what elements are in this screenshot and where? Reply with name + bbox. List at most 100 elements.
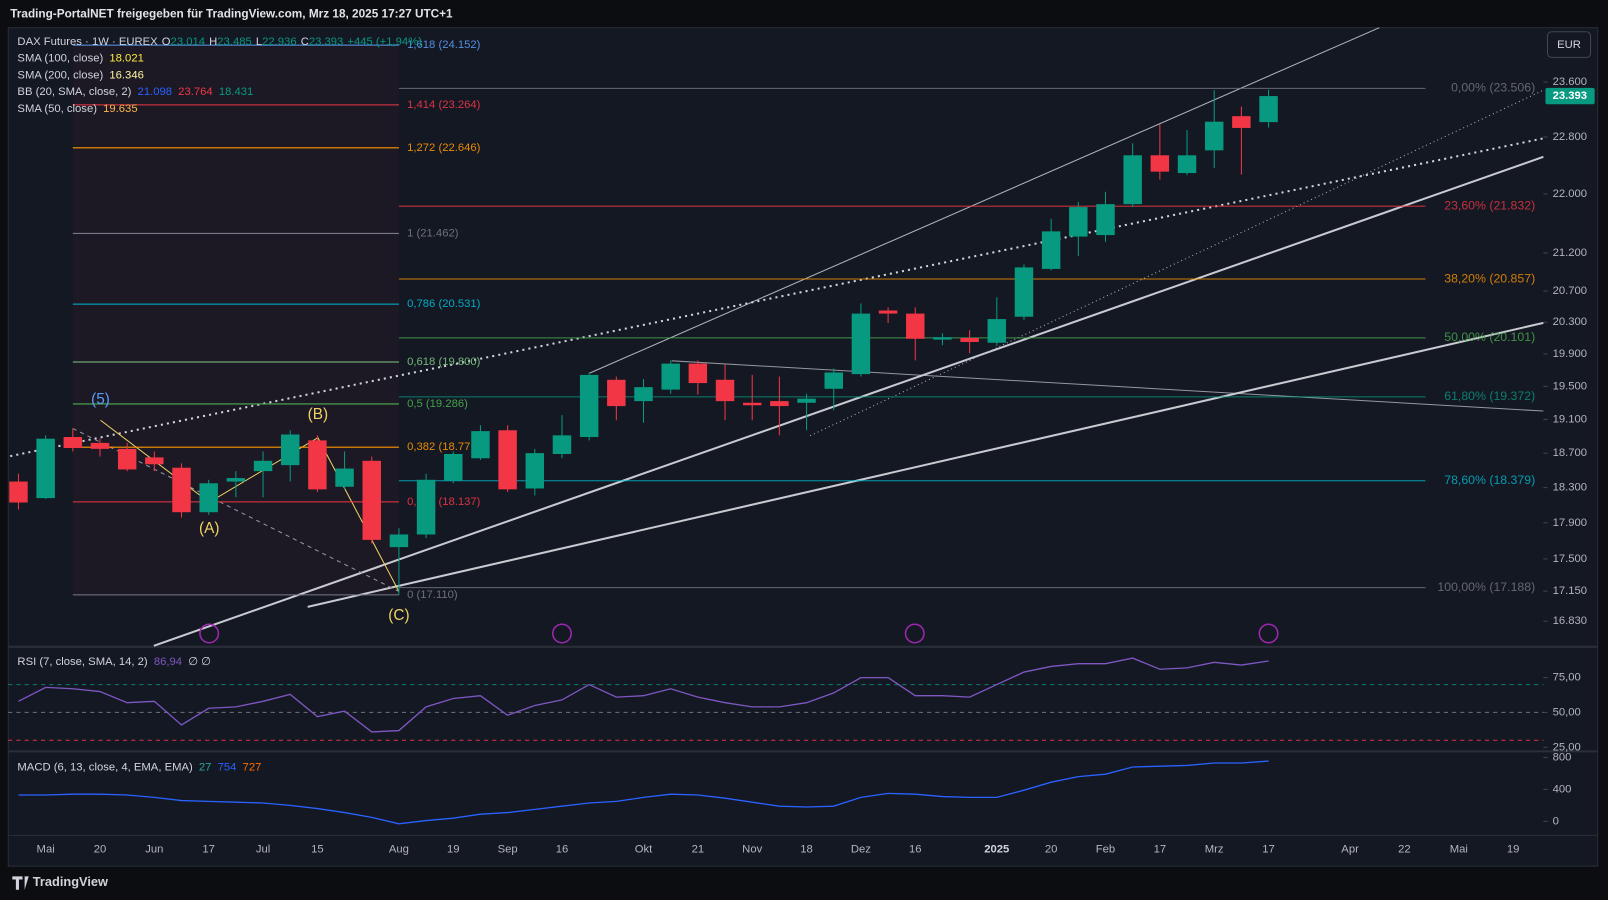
- candle-body: [552, 435, 572, 454]
- candle-body: [878, 310, 898, 314]
- y-tick-label: 20.700: [1553, 285, 1587, 297]
- pane-title: MACD (6, 13, close, 4, EMA, EMA): [17, 762, 193, 774]
- candle-body: [688, 363, 708, 384]
- currency-button[interactable]: [1546, 31, 1592, 58]
- x-tick-label: 17: [202, 844, 215, 856]
- candle-body: [145, 457, 164, 465]
- indicator-name: SMA (200, close): [17, 69, 103, 81]
- fib-label: 0,786 (20.531): [407, 298, 481, 310]
- x-tick-label: 16: [556, 844, 569, 856]
- candle-body: [444, 453, 463, 481]
- change-label: +445 (+1,94%): [347, 36, 422, 48]
- ohlc-value: 23.014: [171, 36, 205, 48]
- candle-body: [117, 448, 137, 470]
- ohlc-key: O: [162, 36, 171, 48]
- x-tick-label: 20: [94, 844, 107, 856]
- candle-body: [906, 313, 925, 339]
- x-tick-label: 21: [692, 844, 705, 856]
- indicator-value: 19.635: [103, 103, 137, 115]
- candle-body: [1096, 204, 1115, 236]
- indicator-line: [18, 760, 1269, 825]
- candle-body: [525, 453, 545, 489]
- ohlc-value: 23.485: [217, 36, 251, 48]
- x-tick-label: Mai: [37, 844, 55, 856]
- candle-body: [933, 337, 952, 340]
- trend-line: [589, 27, 1380, 374]
- candle-body: [715, 379, 735, 402]
- wave-label: (A): [199, 520, 219, 537]
- wave-label: (5): [91, 391, 110, 408]
- candle-body: [1204, 121, 1224, 151]
- candle-body: [362, 460, 381, 540]
- event-icon[interactable]: [1258, 623, 1279, 644]
- candle-body: [199, 483, 218, 513]
- y-tick-label: 25,00: [1553, 741, 1581, 753]
- y-tick-label: 17.150: [1553, 585, 1587, 597]
- candle-body: [9, 481, 28, 503]
- candle-body: [389, 534, 409, 548]
- ohlc-value: 22.936: [262, 36, 296, 48]
- fib-label: 1,618 (24.152): [407, 39, 481, 51]
- candle-body: [253, 460, 273, 472]
- candle-body: [335, 468, 354, 487]
- fib-label: 50,00% (20.101): [1444, 330, 1535, 344]
- y-tick-label: 400: [1553, 783, 1572, 795]
- y-tick-label: 19.900: [1553, 348, 1587, 360]
- x-tick-label: 15: [311, 844, 324, 856]
- x-tick-label: 22: [1398, 844, 1411, 856]
- pane-value: 86,94: [154, 656, 182, 668]
- indicator-name: SMA (50, close): [17, 103, 97, 115]
- candle-body: [498, 430, 517, 490]
- y-tick-label: 800: [1553, 751, 1572, 763]
- event-icon[interactable]: [551, 623, 572, 644]
- event-icon[interactable]: [199, 623, 220, 644]
- candle-body: [172, 467, 191, 513]
- logo-mark: [12, 876, 29, 890]
- currency-label[interactable]: EUR: [1557, 39, 1581, 51]
- y-tick-label: 23.600: [1553, 76, 1587, 88]
- event-icon[interactable]: [904, 623, 925, 644]
- x-tick-label: 2025: [984, 844, 1009, 856]
- candle-body: [1232, 116, 1251, 128]
- trend-line: [10, 137, 1544, 458]
- y-tick-label: 17.900: [1553, 517, 1587, 529]
- trend-line: [153, 155, 1544, 647]
- x-tick-label: Sep: [498, 844, 518, 856]
- x-tick-label: 16: [909, 844, 922, 856]
- wave-label: (C): [388, 607, 409, 624]
- y-tick-label: 22.800: [1553, 131, 1587, 143]
- fib-label: 61,80% (19.372): [1444, 389, 1535, 403]
- x-tick-label: Mrz: [1205, 844, 1224, 856]
- candle-body: [1069, 207, 1088, 237]
- indicator-value: 21.098: [138, 86, 172, 98]
- pane-extra: ∅ ∅: [188, 656, 211, 668]
- candle-body: [1177, 155, 1197, 174]
- candle-body: [226, 478, 246, 482]
- logo-text: TradingView: [33, 874, 108, 889]
- y-tick-label: 18.700: [1553, 447, 1587, 459]
- candle-body: [797, 398, 816, 403]
- candle-body: [851, 313, 871, 375]
- x-tick-label: Okt: [635, 844, 653, 856]
- x-tick-label: Mai: [1450, 844, 1468, 856]
- x-tick-label: Jun: [145, 844, 163, 856]
- y-tick-label: 17.500: [1553, 553, 1587, 565]
- x-tick-label: Dez: [851, 844, 871, 856]
- fib-label: 1 (21.462): [407, 227, 459, 239]
- fib-label: 0,382 (18.77: [407, 441, 470, 453]
- drawings: [10, 27, 1544, 647]
- x-tick-label: 18: [800, 844, 813, 856]
- indicator-name: SMA (100, close): [17, 52, 103, 64]
- candle-body: [987, 319, 1007, 343]
- candle-body: [63, 437, 83, 449]
- indicator-name: BB (20, SMA, close, 2): [17, 86, 131, 98]
- candle-body: [1041, 231, 1061, 269]
- fib-zone: [72, 45, 399, 595]
- indicator-value: 16.346: [109, 69, 143, 81]
- fib-label: 38,20% (20.857): [1444, 271, 1535, 285]
- y-tick-label: 21.200: [1553, 247, 1587, 259]
- candle-body: [607, 379, 626, 407]
- fib-label: 0,618 (19.800): [407, 356, 481, 368]
